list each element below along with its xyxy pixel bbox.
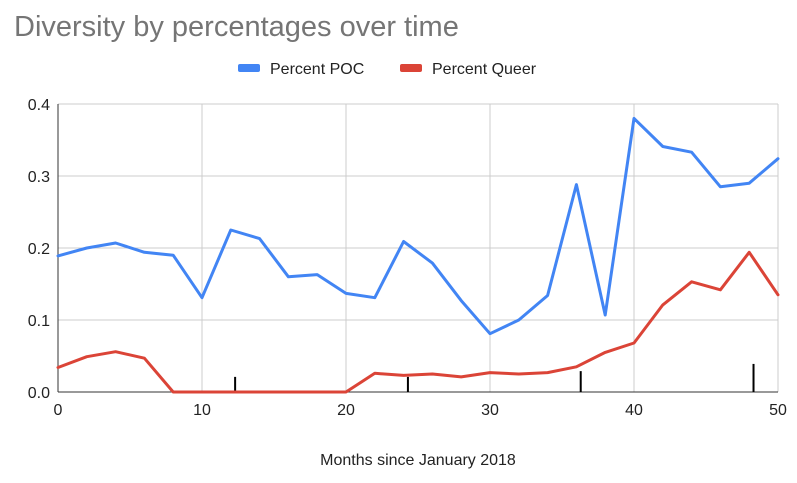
x-tick-label: 0 [54, 402, 63, 419]
x-tick-label: 10 [193, 402, 211, 419]
series-line [56, 116, 780, 336]
legend-label: Percent Queer [432, 61, 537, 78]
y-tick-label: 0.0 [28, 385, 50, 402]
y-tick-label: 0.3 [28, 169, 50, 186]
legend: Percent POC Percent Queer [238, 61, 537, 78]
series-lines [56, 116, 780, 394]
x-tick-label: 30 [481, 402, 499, 419]
y-tick-label: 0.4 [28, 97, 50, 114]
x-tick-label: 20 [337, 402, 355, 419]
y-tick-label: 0.2 [28, 241, 50, 258]
x-axis-tick-labels: 0 10 20 30 40 50 [54, 402, 787, 419]
x-tick-label: 50 [769, 402, 787, 419]
y-tick-label: 0.1 [28, 313, 50, 330]
y-axis-tick-labels: 0.0 0.1 0.2 0.3 0.4 [28, 97, 50, 402]
series-line [56, 250, 780, 394]
legend-label: Percent POC [270, 61, 364, 78]
annotation-markers [234, 363, 755, 392]
x-tick-label: 40 [625, 402, 643, 419]
legend-swatch [400, 64, 422, 72]
chart-title: Diversity by percentages over time [14, 11, 459, 43]
x-axis-title: Months since January 2018 [320, 452, 516, 469]
legend-swatch [238, 64, 260, 72]
